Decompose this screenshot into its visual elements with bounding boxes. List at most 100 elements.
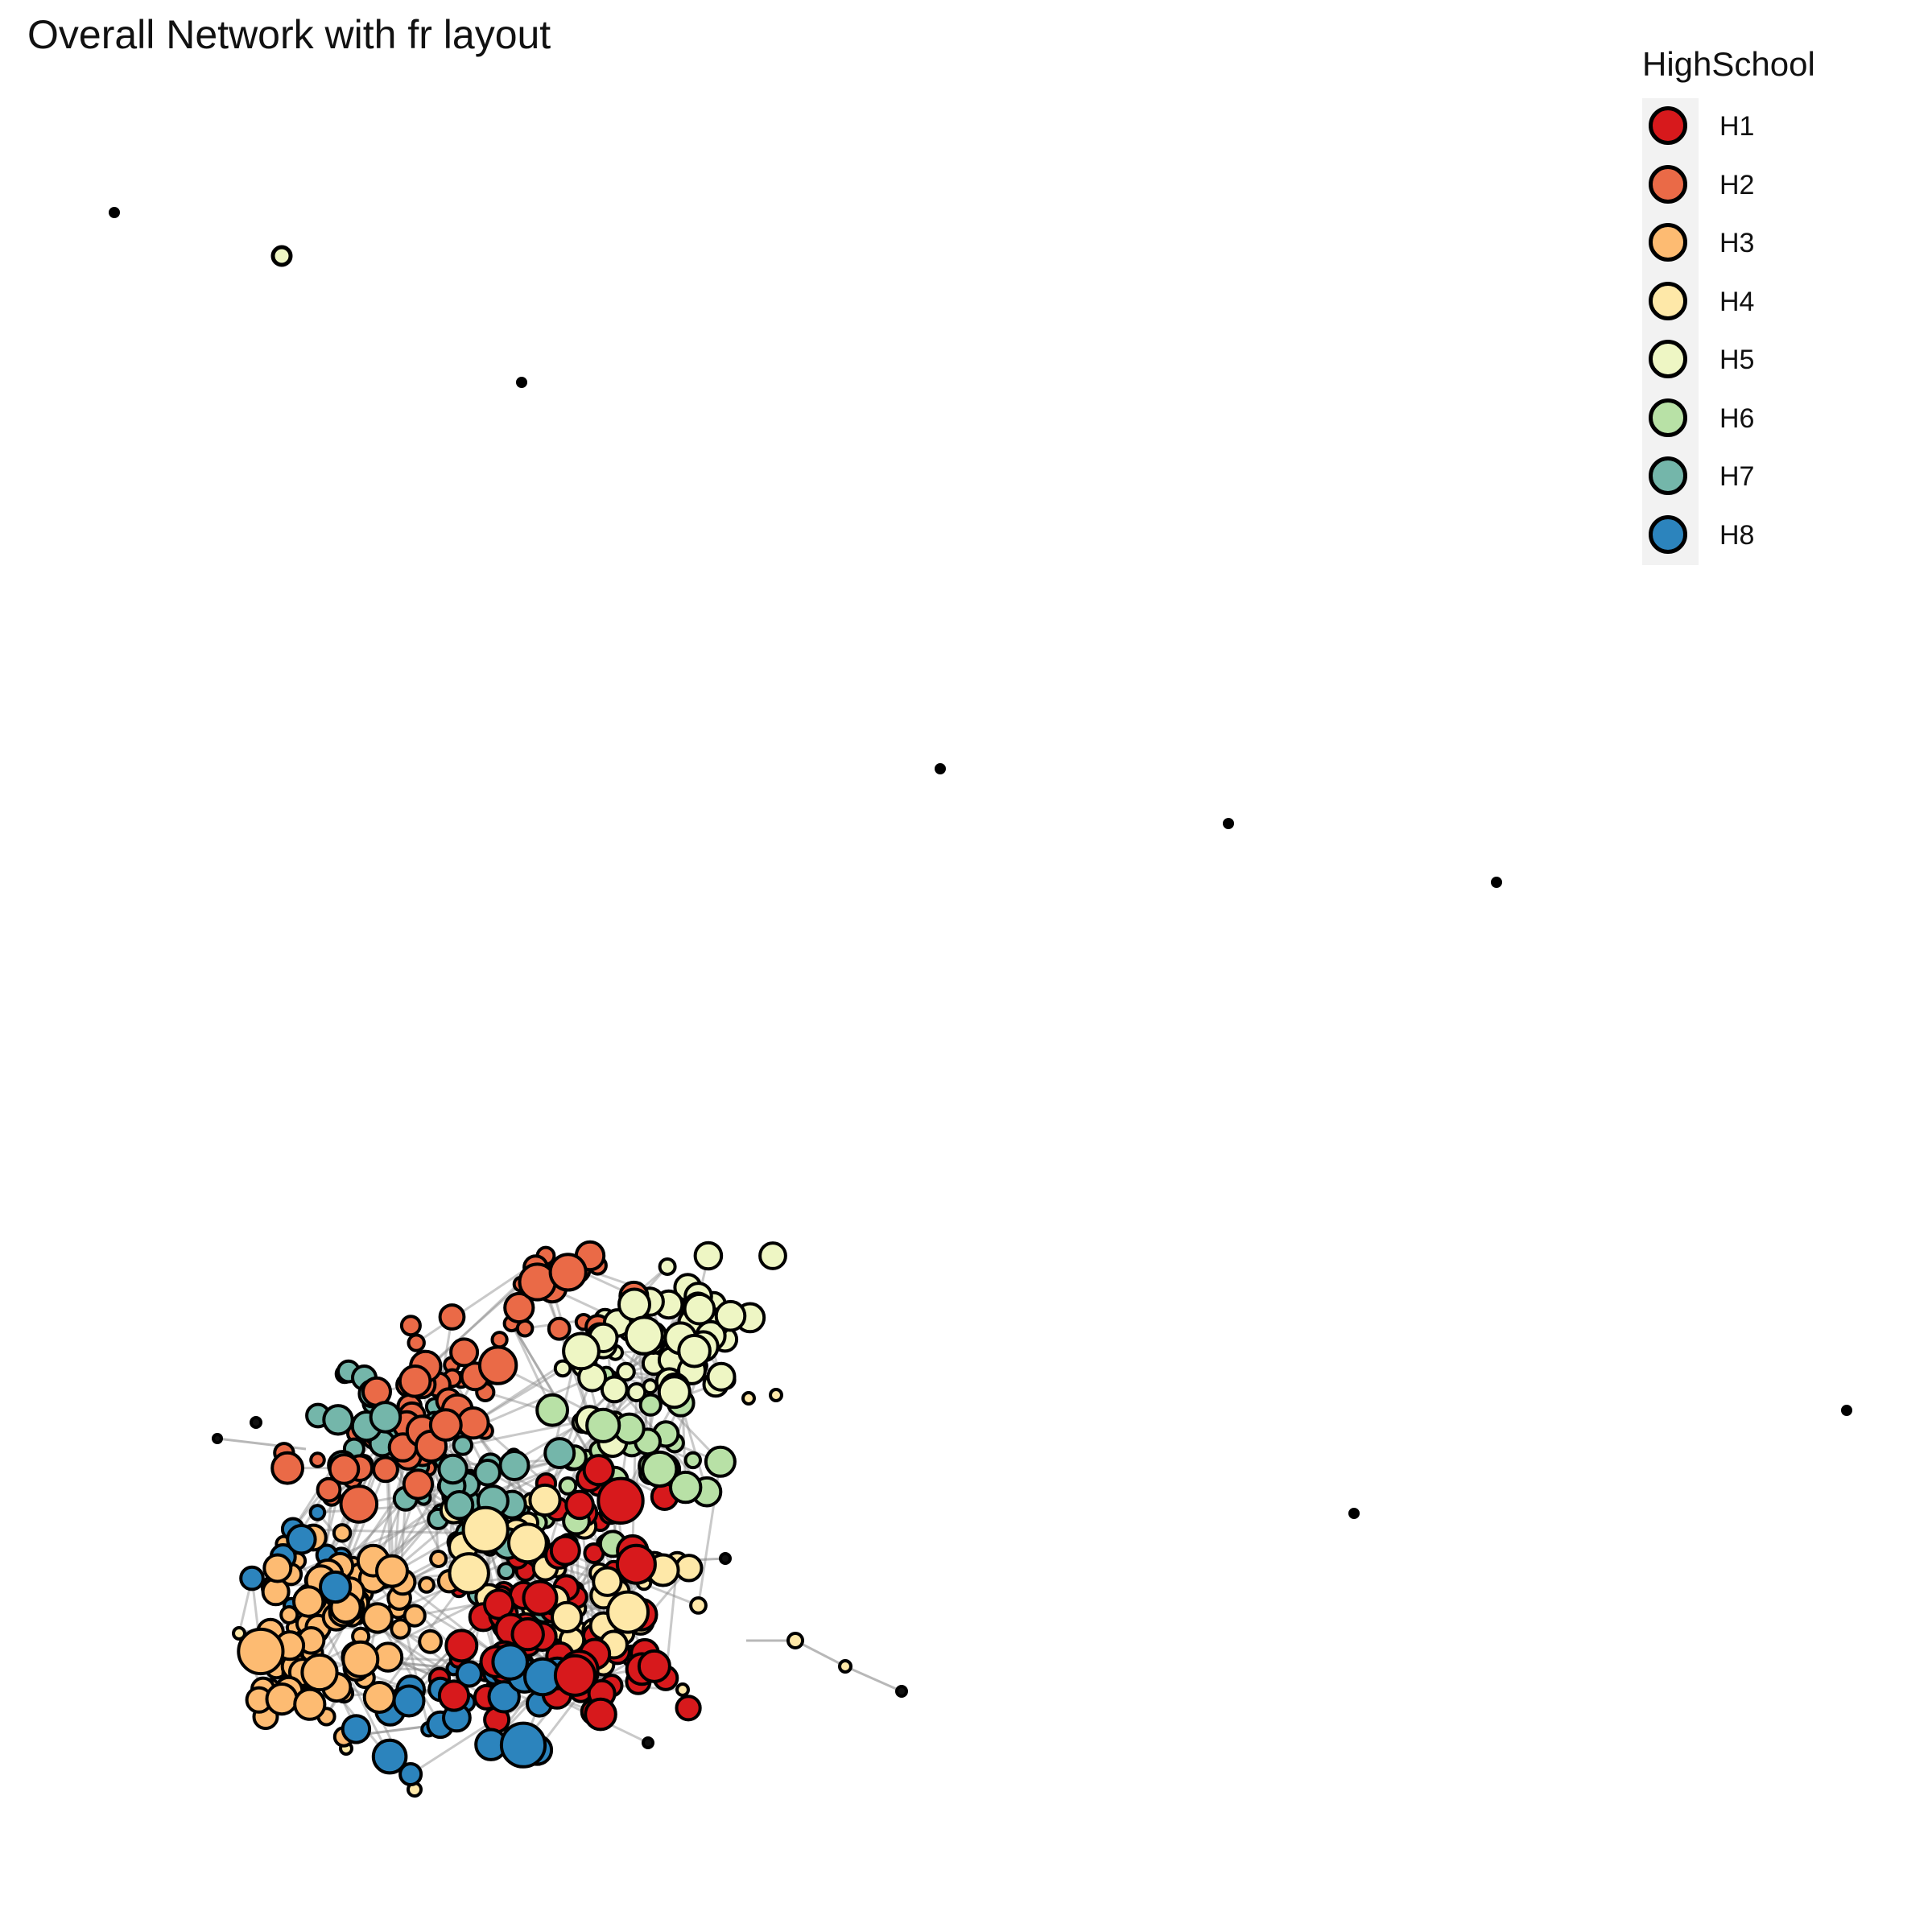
network-node (369, 1401, 402, 1434)
network-node (642, 1736, 654, 1749)
legend-item-h8: H8 (1642, 507, 1754, 566)
network-node (543, 1437, 576, 1470)
network-node (547, 1316, 572, 1341)
network-node (293, 1687, 327, 1721)
network-node (895, 1685, 908, 1698)
network-node (704, 1445, 737, 1478)
network-node (361, 1602, 394, 1634)
network-node (250, 1416, 262, 1429)
legend-label: H5 (1719, 345, 1755, 375)
network-node (637, 1649, 671, 1683)
isolated-node (516, 377, 527, 388)
network-node (615, 1543, 657, 1585)
legend-item-h5: H5 (1642, 332, 1754, 390)
network-node (341, 1640, 380, 1678)
network-node (499, 1721, 547, 1769)
network-edge (844, 1665, 902, 1693)
legend-title: HighSchool (1642, 45, 1815, 83)
network-node (638, 1393, 663, 1417)
legend-label: H2 (1719, 169, 1755, 200)
network-node (689, 1596, 708, 1615)
network-node (675, 1554, 704, 1583)
legend-swatch (1649, 164, 1687, 204)
legend-swatch (1649, 514, 1687, 554)
network-node (683, 1292, 716, 1326)
network-edge (376, 1617, 442, 1726)
network-node (449, 1337, 480, 1368)
network-node (507, 1522, 548, 1564)
legend: HighSchool H1 H2 H3 H4 H5 H6 H7 (1642, 45, 1815, 565)
network-node (675, 1695, 702, 1722)
network-node (390, 1618, 411, 1640)
network-node (392, 1684, 426, 1718)
network-node (551, 1600, 584, 1634)
network-node (582, 1454, 615, 1487)
legend-swatch (1649, 398, 1687, 437)
network-node (429, 1550, 448, 1568)
network-node (584, 1697, 617, 1732)
network-node (769, 1388, 783, 1402)
legend-item-h7: H7 (1642, 448, 1754, 507)
legend-swatch (1649, 223, 1687, 262)
network-node (497, 1562, 516, 1581)
legend-item-h6: H6 (1642, 390, 1754, 449)
network-node (600, 1375, 629, 1404)
network-node (597, 1476, 645, 1525)
network-node (316, 1476, 342, 1503)
isolated-node (1348, 1508, 1360, 1519)
network-node (658, 1257, 677, 1276)
network-node (262, 1553, 293, 1583)
legend-label: H4 (1719, 286, 1755, 317)
legend-item-h2: H2 (1642, 157, 1754, 216)
network-node (456, 1406, 490, 1440)
network-node (786, 1632, 804, 1649)
network-node (616, 1361, 636, 1382)
network-node (292, 1585, 325, 1618)
network-edge (462, 1418, 590, 1447)
network-node (498, 1450, 530, 1481)
network-node (265, 1682, 299, 1716)
network-node (838, 1659, 852, 1674)
network-node (758, 1241, 787, 1270)
network-edge (510, 1323, 594, 1459)
network-node (270, 1451, 305, 1485)
network-node (491, 1643, 530, 1681)
legend-swatch (1649, 106, 1687, 145)
legend-label: H8 (1719, 519, 1755, 551)
network-node (286, 1524, 317, 1555)
isolated-node (1223, 818, 1234, 829)
network-node (212, 1433, 223, 1444)
network-node (562, 1331, 601, 1371)
network-node (418, 1576, 436, 1594)
network-node (490, 1331, 509, 1349)
network-node (510, 1616, 545, 1652)
network-node (437, 1679, 471, 1712)
network-node (362, 1681, 396, 1714)
network-node (341, 1714, 372, 1744)
network-node (332, 1523, 353, 1543)
network-node (693, 1241, 724, 1271)
network-node (407, 1333, 426, 1352)
network-node (675, 1682, 690, 1697)
legend-label: H3 (1719, 228, 1755, 258)
network-node (677, 1333, 712, 1368)
network-node (300, 1653, 339, 1692)
network-node (309, 1451, 326, 1468)
legend-swatch (1649, 340, 1687, 378)
network-node (585, 1407, 621, 1443)
network-node (372, 1455, 399, 1484)
network-node (669, 1470, 703, 1505)
legend-label: H6 (1719, 402, 1755, 434)
network-node (371, 1738, 408, 1775)
network-node (714, 1299, 747, 1332)
network-node (452, 1435, 473, 1456)
network-node (548, 1253, 588, 1292)
network-node (741, 1391, 756, 1406)
network-node (399, 1315, 422, 1337)
network-node (418, 1629, 443, 1654)
network-node (438, 1303, 466, 1331)
network-node (503, 1291, 535, 1324)
network-node (339, 1484, 379, 1524)
network-node (641, 1450, 679, 1488)
